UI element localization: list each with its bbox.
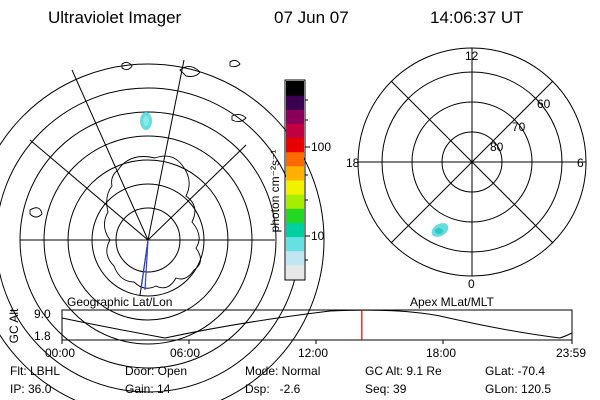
color-bar-segment <box>286 264 304 280</box>
geographic-map-panel <box>0 59 325 400</box>
color-bar-segment <box>286 208 304 223</box>
timeline-frame <box>61 309 573 341</box>
geo-footprint-line <box>140 239 149 291</box>
geo-lat-circle <box>0 63 325 400</box>
geo-panel-label: Geographic Lat/Lon <box>67 295 173 309</box>
color-bar-segment <box>286 250 304 266</box>
altitude-curve <box>61 309 573 339</box>
color-bar-segment <box>286 236 304 252</box>
mlat-label-60: 60 <box>537 97 551 111</box>
color-bar-segment <box>286 194 304 209</box>
observation-time: 14:06:37 UT <box>430 8 524 27</box>
color-bar-frame <box>284 79 306 281</box>
mlat-label-70: 70 <box>512 120 526 134</box>
color-bar-label-100: 100 <box>311 140 332 154</box>
observation-date: 07 Jun 07 <box>274 8 349 27</box>
color-bar-segment <box>286 123 304 139</box>
timeline-ticks <box>61 340 573 344</box>
info-ip: IP: 36.0 <box>10 382 52 396</box>
color-bar-segment <box>286 222 304 238</box>
geo-aurora-core <box>143 116 149 126</box>
info-glon: GLon: 120.5 <box>485 382 552 396</box>
info-seq: Seq: 39 <box>365 382 407 396</box>
geo-meridian <box>71 69 149 241</box>
instrument-title: Ultraviolet Imager <box>48 8 182 27</box>
color-bar-segment <box>286 109 304 124</box>
geo-footprint-line <box>144 239 149 291</box>
timeline-x-label-0000: 00:00 <box>45 346 76 360</box>
color-bar-segment <box>286 81 304 96</box>
info-gain: Gain: 14 <box>125 382 171 396</box>
geo-meridian <box>147 144 247 241</box>
timeline-x-label-1200: 12:00 <box>298 346 329 360</box>
mlt-label-0: 0 <box>468 277 475 291</box>
info-glat: GLat: -70.4 <box>485 364 546 378</box>
color-bar-label-10: 10 <box>311 229 325 243</box>
mlt-label-12: 12 <box>465 49 479 63</box>
mlt-label-6: 6 <box>577 156 584 170</box>
apex-polar-panel <box>357 47 587 277</box>
timeline-x-label-1800: 18:00 <box>426 346 457 360</box>
timeline-x-label-0600: 06:00 <box>170 346 201 360</box>
geo-coastline <box>29 59 247 289</box>
color-bar <box>286 81 304 280</box>
info-mode: Mode: Normal <box>245 364 321 378</box>
color-bar-segment <box>286 95 304 110</box>
timeline-x-label-2359: 23:59 <box>556 346 587 360</box>
info-filter: Flt: LBHL <box>10 364 61 378</box>
geo-meridian <box>29 139 149 241</box>
color-bar-segment <box>286 137 304 153</box>
info-gc-alt: GC Alt: 9.1 Re <box>365 364 442 378</box>
info-dsp: Dsp: -2.6 <box>245 382 301 396</box>
info-door: Door: Open <box>125 364 188 378</box>
color-bar-segment <box>286 151 304 167</box>
timeline-y-max: 9.0 <box>34 307 51 321</box>
timeline-y-min: 1.8 <box>34 329 51 343</box>
geo-meridian <box>147 59 185 241</box>
color-bar-segment <box>286 165 304 181</box>
mlt-label-18: 18 <box>346 156 360 170</box>
apex-mlt-line <box>390 80 554 244</box>
mlat-label-80: 80 <box>490 140 504 154</box>
apex-aurora-core <box>435 228 443 234</box>
apex-panel-label: Apex MLat/MLT <box>410 295 494 309</box>
timeline-y-label: GC Alt <box>7 308 21 344</box>
color-bar-unit: photon cm⁻²s⁻¹ <box>268 149 282 233</box>
color-bar-segment <box>286 180 304 195</box>
